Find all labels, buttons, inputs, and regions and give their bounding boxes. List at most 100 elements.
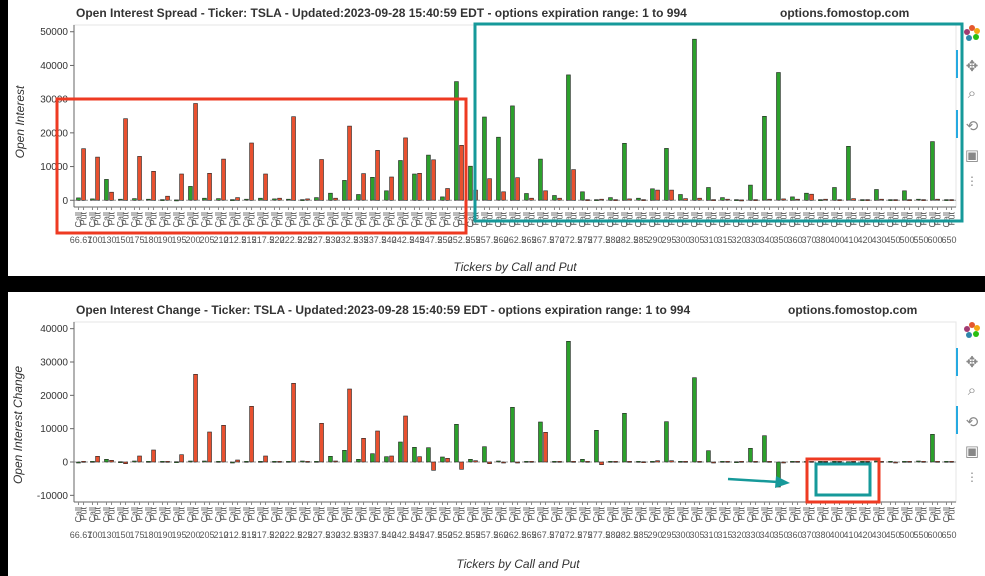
x-tick-strike-label: 380 [815, 235, 830, 245]
bar-put [725, 461, 730, 463]
bar-call [930, 141, 935, 201]
bar-call [90, 198, 95, 201]
bar-call [832, 461, 837, 463]
x-tick-strike-label: 195 [171, 235, 186, 245]
pan-icon[interactable]: ✥ [965, 353, 979, 371]
bar-call [160, 461, 165, 463]
pan-icon[interactable]: ✥ [965, 57, 979, 75]
x-tick-type-label: Put [499, 212, 509, 226]
x-tick-type-label: Call [550, 507, 560, 523]
x-tick-strike-label: 237.5 [364, 235, 387, 245]
bar-put [151, 449, 156, 463]
bar-put [753, 461, 758, 463]
bar-call [370, 177, 375, 201]
x-tick-strike-label: 252.5 [448, 235, 471, 245]
x-tick-type-label: Call [172, 212, 182, 228]
x-tick-strike-label: 237.5 [364, 530, 387, 540]
bar-put [501, 191, 506, 201]
x-tick-type-label: Put [373, 507, 383, 521]
x-tick-type-label: Put [919, 507, 929, 521]
x-tick-type-label: Call [354, 507, 364, 523]
bar-call [776, 461, 781, 488]
bar-call [426, 154, 431, 201]
active-tool-indicator [956, 110, 958, 138]
bar-call [860, 199, 865, 201]
x-tick-type-label: Call [662, 507, 672, 523]
x-tick-strike-label: 285 [633, 235, 648, 245]
open-interest-spread-chart: Open Interest Spread - Ticker: TSLA - Up… [13, 6, 964, 274]
x-tick-strike-label: 252.5 [448, 530, 471, 540]
bar-put [305, 198, 310, 201]
highlight-box-red [805, 457, 881, 504]
x-tick-type-label: Call [396, 507, 406, 523]
x-tick-strike-label: 255 [465, 530, 480, 540]
bar-call [174, 461, 179, 463]
x-tick-type-label: Put [555, 507, 565, 521]
x-tick-type-label: Call [606, 507, 616, 523]
bar-call [132, 198, 137, 201]
bar-put [557, 197, 562, 201]
x-tick-type-label: Put [569, 507, 579, 521]
x-axis-ticks: CallPut66.67CallPut100CallPut130CallPut1… [70, 501, 957, 540]
x-tick-strike-label: 205 [199, 235, 214, 245]
bar-put [319, 159, 324, 201]
x-tick-strike-label: 550 [913, 530, 928, 540]
x-tick-type-label: Call [284, 212, 294, 228]
x-tick-type-label: Put [569, 212, 579, 226]
y-grid [73, 24, 957, 208]
bar-call [286, 198, 291, 201]
x-tick-type-label: Put [863, 507, 873, 521]
active-tool-indicator [956, 348, 958, 376]
bar-call [272, 461, 277, 463]
x-tick-type-label: Call [116, 212, 126, 228]
bar-call [664, 421, 669, 463]
y-tick-label: 10000 [40, 162, 68, 173]
bar-put [375, 150, 380, 201]
bar-put [543, 190, 548, 201]
bar-call [342, 450, 347, 463]
bar-put [655, 189, 660, 201]
x-tick-type-label: Call [676, 507, 686, 523]
bar-call [622, 413, 627, 463]
x-tick-type-label: Put [835, 507, 845, 521]
x-tick-type-label: Call [494, 507, 504, 523]
bar-put [935, 461, 940, 463]
x-tick-strike-label: 400 [829, 530, 844, 540]
bar-call [650, 188, 655, 201]
bar-put [795, 198, 800, 201]
bar-call [146, 461, 151, 463]
x-tick-strike-label: 257.5 [476, 530, 499, 540]
x-tick-strike-label: 180 [143, 530, 158, 540]
x-tick-type-label: Put [485, 507, 495, 521]
x-tick-type-label: Put [191, 507, 201, 521]
zoom-icon[interactable]: ⌕ [967, 381, 977, 399]
x-tick-type-label: Put [345, 507, 355, 521]
x-tick-type-label: Put [317, 507, 327, 521]
x-tick-type-label: Call [340, 507, 350, 523]
x-tick-type-label: Put [415, 507, 425, 521]
more-icon[interactable]: ⋮ [966, 174, 978, 188]
x-tick-strike-label: 100 [87, 530, 102, 540]
save-icon[interactable]: ▣ [964, 146, 980, 164]
save-icon[interactable]: ▣ [964, 442, 980, 460]
bar-call [328, 192, 333, 201]
x-tick-strike-label: 262.5 [504, 235, 527, 245]
bar-put [641, 461, 646, 463]
bar-put [389, 176, 394, 201]
x-tick-type-label: Call [242, 212, 252, 228]
bokeh-logo-icon[interactable] [961, 22, 983, 44]
x-tick-type-label: Put [275, 212, 285, 226]
bar-call [230, 199, 235, 201]
more-icon[interactable]: ⋮ [966, 470, 978, 484]
x-tick-type-label: Call [186, 507, 196, 523]
x-tick-strike-label: 380 [815, 530, 830, 540]
wheel-zoom-icon[interactable]: ⟲ [965, 413, 979, 431]
bokeh-logo-icon[interactable] [961, 319, 983, 341]
x-tick-strike-label: 260 [493, 235, 508, 245]
x-tick-strike-label: 190 [157, 530, 172, 540]
zoom-icon[interactable]: ⌕ [967, 84, 977, 102]
bar-put [697, 197, 702, 201]
wheel-zoom-icon[interactable]: ⟲ [965, 117, 979, 135]
x-tick-type-label: Put [779, 212, 789, 226]
open-interest-change-panel: Open Interest Change - Ticker: TSLA - Up… [8, 292, 985, 576]
